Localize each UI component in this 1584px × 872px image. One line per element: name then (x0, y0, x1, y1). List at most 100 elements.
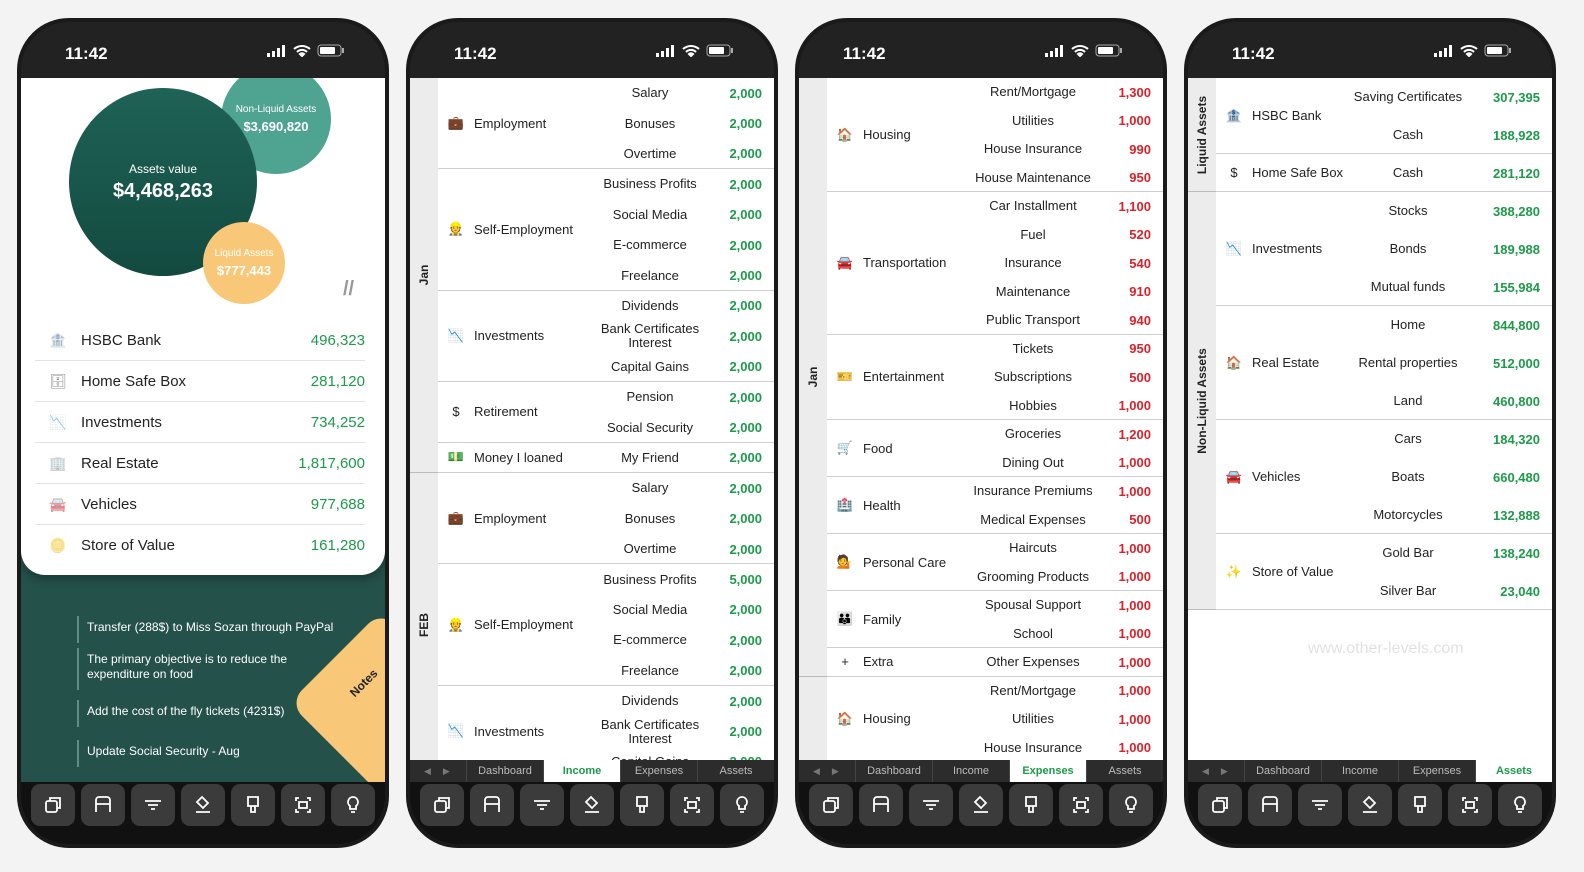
table-row[interactable]: Salary 2,000 (586, 78, 774, 108)
tab-dashboard[interactable]: Dashboard (855, 760, 932, 782)
table-row[interactable]: Silver Bar 23,040 (1344, 572, 1552, 610)
form-button[interactable] (81, 784, 125, 826)
table-row[interactable]: E-commerce 2,000 (586, 230, 774, 260)
table-row[interactable]: Utilities 1,000 (969, 705, 1163, 734)
table-row[interactable]: Social Media 2,000 (586, 200, 774, 230)
brush-button[interactable] (1398, 784, 1442, 826)
copy-button[interactable] (809, 784, 853, 826)
copy-button[interactable] (31, 784, 75, 826)
table-row[interactable]: Social Security 2,000 (586, 412, 774, 442)
asset-list-item[interactable]: 🪙 Store of Value 161,280 (35, 525, 365, 566)
tab-expenses[interactable]: Expenses (1398, 760, 1475, 782)
lightbulb-button[interactable] (1498, 784, 1542, 826)
tab-dashboard[interactable]: Dashboard (466, 760, 543, 782)
table-row[interactable]: Business Profits 5,000 (586, 564, 774, 594)
table-row[interactable]: Stocks 388,280 (1344, 192, 1552, 230)
note-item[interactable]: Transfer (288$) to Miss Sozan through Pa… (77, 616, 347, 643)
tab-assets[interactable]: Assets (1475, 760, 1552, 782)
tab-assets[interactable]: Assets (697, 760, 774, 782)
tab-assets[interactable]: Assets (1086, 760, 1163, 782)
table-row[interactable]: Freelance 2,000 (586, 260, 774, 290)
copy-button[interactable] (420, 784, 464, 826)
asset-list-item[interactable]: 🗄 Home Safe Box 281,120 (35, 361, 365, 402)
paint-bucket-button[interactable] (1348, 784, 1392, 826)
table-row[interactable]: Dividends 2,000 (586, 291, 774, 321)
table-row[interactable]: Grooming Products 1,000 (969, 563, 1163, 592)
paint-bucket-button[interactable] (570, 784, 614, 826)
table-row[interactable]: Capital Gains 2,000 (586, 352, 774, 382)
form-button[interactable] (1248, 784, 1292, 826)
next-sheet-icon[interactable]: ▶ (442, 765, 450, 776)
table-row[interactable]: E-commerce 2,000 (586, 625, 774, 655)
paint-bucket-button[interactable] (959, 784, 1003, 826)
frame-button[interactable] (1059, 784, 1103, 826)
asset-list-item[interactable]: 🚘 Vehicles 977,688 (35, 484, 365, 525)
next-sheet-icon[interactable]: ▶ (1220, 765, 1228, 776)
table-row[interactable]: Cash 188,928 (1344, 116, 1552, 154)
lightbulb-button[interactable] (331, 784, 375, 826)
prev-sheet-icon[interactable]: ◀ (1202, 765, 1209, 776)
note-item[interactable]: Update Social Security - Aug (77, 740, 327, 767)
paint-bucket-button[interactable] (181, 784, 225, 826)
table-row[interactable]: Motorcycles 132,888 (1344, 496, 1552, 534)
table-row[interactable]: Home 844,800 (1344, 306, 1552, 344)
table-row[interactable]: Social Media 2,000 (586, 595, 774, 625)
asset-list-item[interactable]: 📉 Investments 734,252 (35, 402, 365, 443)
table-row[interactable]: Medical Expenses 500 (969, 506, 1163, 535)
table-row[interactable]: Bonuses 2,000 (586, 504, 774, 534)
table-row[interactable]: Groceries 1,200 (969, 420, 1163, 449)
brush-button[interactable] (231, 784, 275, 826)
table-row[interactable]: Rent/Mortgage 1,300 (969, 78, 1163, 107)
table-row[interactable]: Hobbies 1,000 (969, 392, 1163, 421)
filter-button[interactable] (1298, 784, 1342, 826)
table-row[interactable]: Rental properties 512,000 (1344, 344, 1552, 382)
lightbulb-button[interactable] (720, 784, 764, 826)
table-row[interactable]: House Insurance 1,000 (969, 734, 1163, 763)
table-row[interactable]: Bank Certificates Interest 2,000 (586, 321, 774, 351)
table-row[interactable]: Spousal Support 1,000 (969, 591, 1163, 620)
asset-list-item[interactable]: 🏢 Real Estate 1,817,600 (35, 443, 365, 484)
table-row[interactable]: School 1,000 (969, 620, 1163, 649)
table-row[interactable]: Overtime 2,000 (586, 534, 774, 564)
note-item[interactable]: Add the cost of the fly tickets (4231$) (77, 700, 327, 727)
table-row[interactable]: Insurance 540 (969, 249, 1163, 278)
prev-sheet-icon[interactable]: ◀ (813, 765, 820, 776)
table-row[interactable]: Car Installment 1,100 (969, 192, 1163, 221)
table-row[interactable]: Insurance Premiums 1,000 (969, 477, 1163, 506)
frame-button[interactable] (1448, 784, 1492, 826)
table-row[interactable]: Freelance 2,000 (586, 656, 774, 686)
table-row[interactable]: Tickets 950 (969, 335, 1163, 364)
form-button[interactable] (859, 784, 903, 826)
filter-button[interactable] (520, 784, 564, 826)
copy-button[interactable] (1198, 784, 1242, 826)
table-row[interactable]: Utilities 1,000 (969, 107, 1163, 136)
note-item[interactable]: The primary objective is to reduce the e… (77, 648, 297, 690)
frame-button[interactable] (670, 784, 714, 826)
filter-button[interactable] (909, 784, 953, 826)
tab-income[interactable]: Income (543, 760, 620, 782)
resize-handle-icon[interactable]: // (343, 278, 355, 300)
next-sheet-icon[interactable]: ▶ (831, 765, 839, 776)
table-row[interactable]: Mutual funds 155,984 (1344, 268, 1552, 306)
table-row[interactable]: Salary 2,000 (586, 473, 774, 503)
table-row[interactable]: Dividends 2,000 (586, 686, 774, 716)
table-row[interactable]: Bonuses 2,000 (586, 108, 774, 138)
table-row[interactable]: Bonds 189,988 (1344, 230, 1552, 268)
table-row[interactable]: My Friend 2,000 (586, 443, 774, 473)
table-row[interactable]: Gold Bar 138,240 (1344, 534, 1552, 572)
table-row[interactable]: Maintenance 910 (969, 278, 1163, 307)
form-button[interactable] (470, 784, 514, 826)
table-row[interactable]: Dining Out 1,000 (969, 449, 1163, 478)
tab-income[interactable]: Income (932, 760, 1009, 782)
table-row[interactable]: Cars 184,320 (1344, 420, 1552, 458)
asset-list-item[interactable]: 🏦 HSBC Bank 496,323 (35, 320, 365, 361)
table-row[interactable]: Fuel 520 (969, 221, 1163, 250)
table-row[interactable]: House Maintenance 950 (969, 164, 1163, 193)
table-row[interactable]: Rent/Mortgage 1,000 (969, 677, 1163, 706)
table-row[interactable]: Bank Certificates Interest 2,000 (586, 716, 774, 746)
table-row[interactable]: Overtime 2,000 (586, 139, 774, 169)
tab-expenses[interactable]: Expenses (1009, 760, 1086, 782)
tab-dashboard[interactable]: Dashboard (1244, 760, 1321, 782)
table-row[interactable]: Pension 2,000 (586, 382, 774, 412)
table-row[interactable]: Public Transport 940 (969, 306, 1163, 335)
